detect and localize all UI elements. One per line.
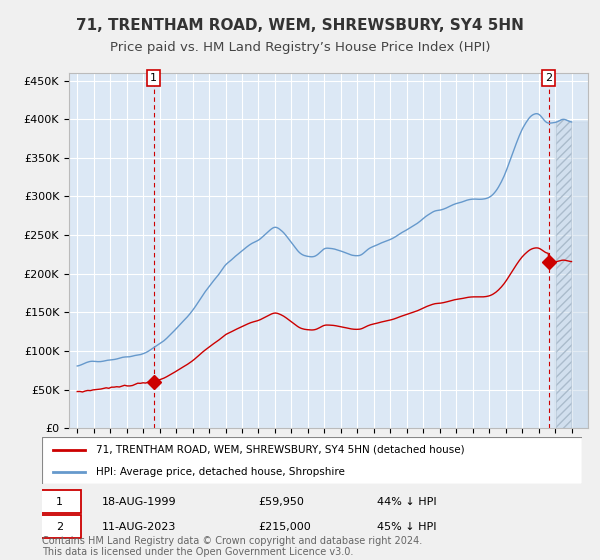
Text: 45% ↓ HPI: 45% ↓ HPI	[377, 521, 436, 531]
Text: Contains HM Land Registry data © Crown copyright and database right 2024.
This d: Contains HM Land Registry data © Crown c…	[42, 535, 422, 557]
Text: Price paid vs. HM Land Registry’s House Price Index (HPI): Price paid vs. HM Land Registry’s House …	[110, 41, 490, 54]
Text: 1: 1	[150, 73, 157, 83]
Text: 2: 2	[545, 73, 552, 83]
Text: 71, TRENTHAM ROAD, WEM, SHREWSBURY, SY4 5HN: 71, TRENTHAM ROAD, WEM, SHREWSBURY, SY4 …	[76, 18, 524, 32]
Text: 44% ↓ HPI: 44% ↓ HPI	[377, 497, 436, 507]
Text: £59,950: £59,950	[258, 497, 304, 507]
Text: HPI: Average price, detached house, Shropshire: HPI: Average price, detached house, Shro…	[96, 466, 345, 477]
FancyBboxPatch shape	[37, 490, 82, 514]
FancyBboxPatch shape	[37, 515, 82, 538]
Text: 11-AUG-2023: 11-AUG-2023	[101, 521, 176, 531]
Text: 2: 2	[56, 521, 63, 531]
Text: £215,000: £215,000	[258, 521, 311, 531]
Polygon shape	[555, 119, 588, 428]
Text: 18-AUG-1999: 18-AUG-1999	[101, 497, 176, 507]
Text: 71, TRENTHAM ROAD, WEM, SHREWSBURY, SY4 5HN (detached house): 71, TRENTHAM ROAD, WEM, SHREWSBURY, SY4 …	[96, 445, 464, 455]
Text: 1: 1	[56, 497, 63, 507]
FancyBboxPatch shape	[42, 437, 582, 484]
